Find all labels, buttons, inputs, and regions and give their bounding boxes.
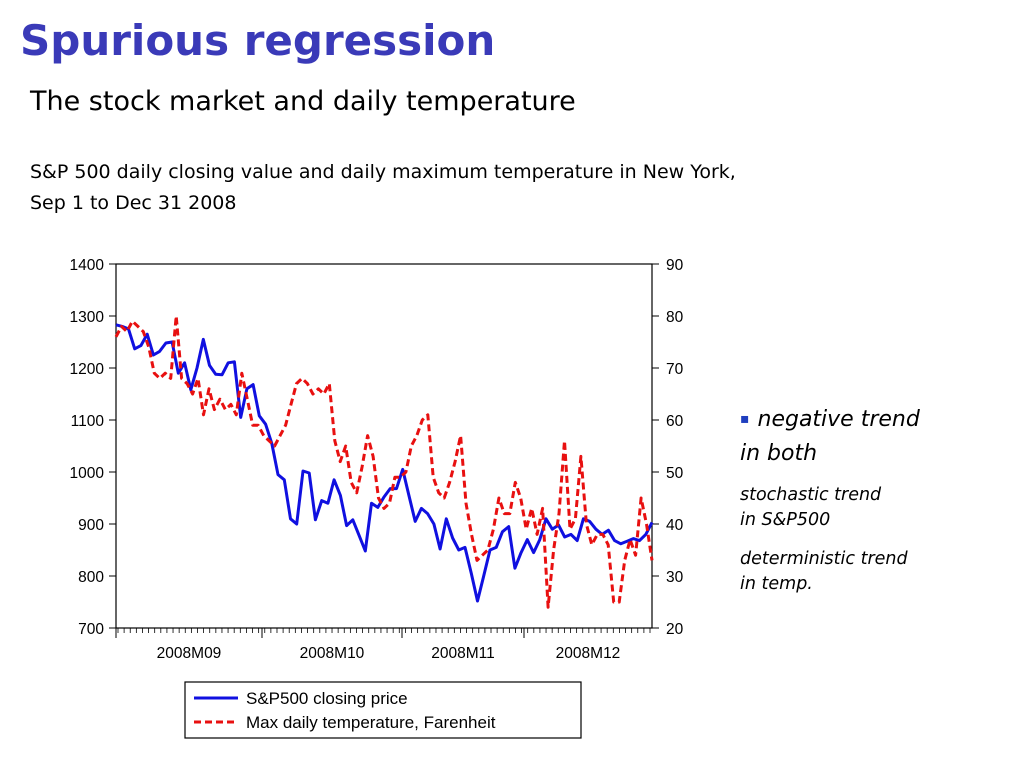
dual-axis-line-chart: 700 800 900 1000 1100 1200 1300 1400 20 30 40 50 60 7… [70, 257, 684, 739]
left-axis-tick-label: 800 [78, 569, 104, 586]
bullet-marker-icon: ▪ [740, 411, 750, 427]
legend-sp500-label: S&P500 closing price [246, 689, 408, 708]
slide-description: S&P 500 daily closing value and daily ma… [30, 157, 736, 219]
temperature-series-line [114, 314, 654, 609]
right-axis-tick-label: 50 [666, 465, 684, 482]
bullet-text: negative trend in both [740, 407, 920, 466]
legend-temperature-label: Max daily temperature, Farenheit [246, 713, 496, 732]
x-axis-tick-label: 2008M09 [157, 645, 222, 662]
left-axis-tick-label: 1100 [71, 413, 105, 430]
sp500-series-line [115, 323, 654, 603]
side-notes: ▪ negative trend in both stochastic trend… [740, 402, 1010, 597]
left-axis-tick-label: 1300 [70, 309, 105, 326]
note-stochastic-trend: stochastic trend in S&P500 [740, 485, 882, 530]
legend-box [184, 681, 582, 739]
right-axis-tick-label: 80 [666, 309, 684, 326]
right-axis-tick-label: 90 [666, 257, 684, 274]
x-axis-tick-label: 2008M10 [300, 645, 365, 662]
description-line-2: Sep 1 to Dec 31 2008 [30, 192, 237, 214]
chart-legend: S&P500 closing price Max daily temperatur… [184, 681, 582, 739]
left-axis-tick-label: 700 [78, 621, 104, 638]
x-axis-tick-label: 2008M11 [431, 645, 494, 662]
left-axis-tick-label: 1400 [70, 257, 105, 274]
right-axis-tick-label: 20 [666, 621, 684, 638]
slide-subtitle: The stock market and daily temperature [30, 86, 576, 117]
slide-title: Spurious regression [20, 16, 496, 65]
right-axis-tick-label: 70 [666, 361, 684, 378]
plot-frame [115, 263, 653, 629]
bullet-negative-trend: ▪ negative trend in both [740, 402, 1010, 471]
x-axis-tick-label: 2008M12 [556, 645, 621, 662]
right-axis-tick-label: 30 [666, 569, 684, 586]
left-axis-tick-label: 1000 [70, 465, 105, 482]
right-axis-tick-label: 40 [666, 517, 684, 534]
left-axis-tick-label: 1200 [70, 361, 105, 378]
description-line-1: S&P 500 daily closing value and daily ma… [30, 161, 736, 183]
note-deterministic-trend: deterministic trend in temp. [740, 549, 908, 594]
left-axis-tick-label: 900 [78, 517, 104, 534]
right-axis-tick-label: 60 [666, 413, 684, 430]
